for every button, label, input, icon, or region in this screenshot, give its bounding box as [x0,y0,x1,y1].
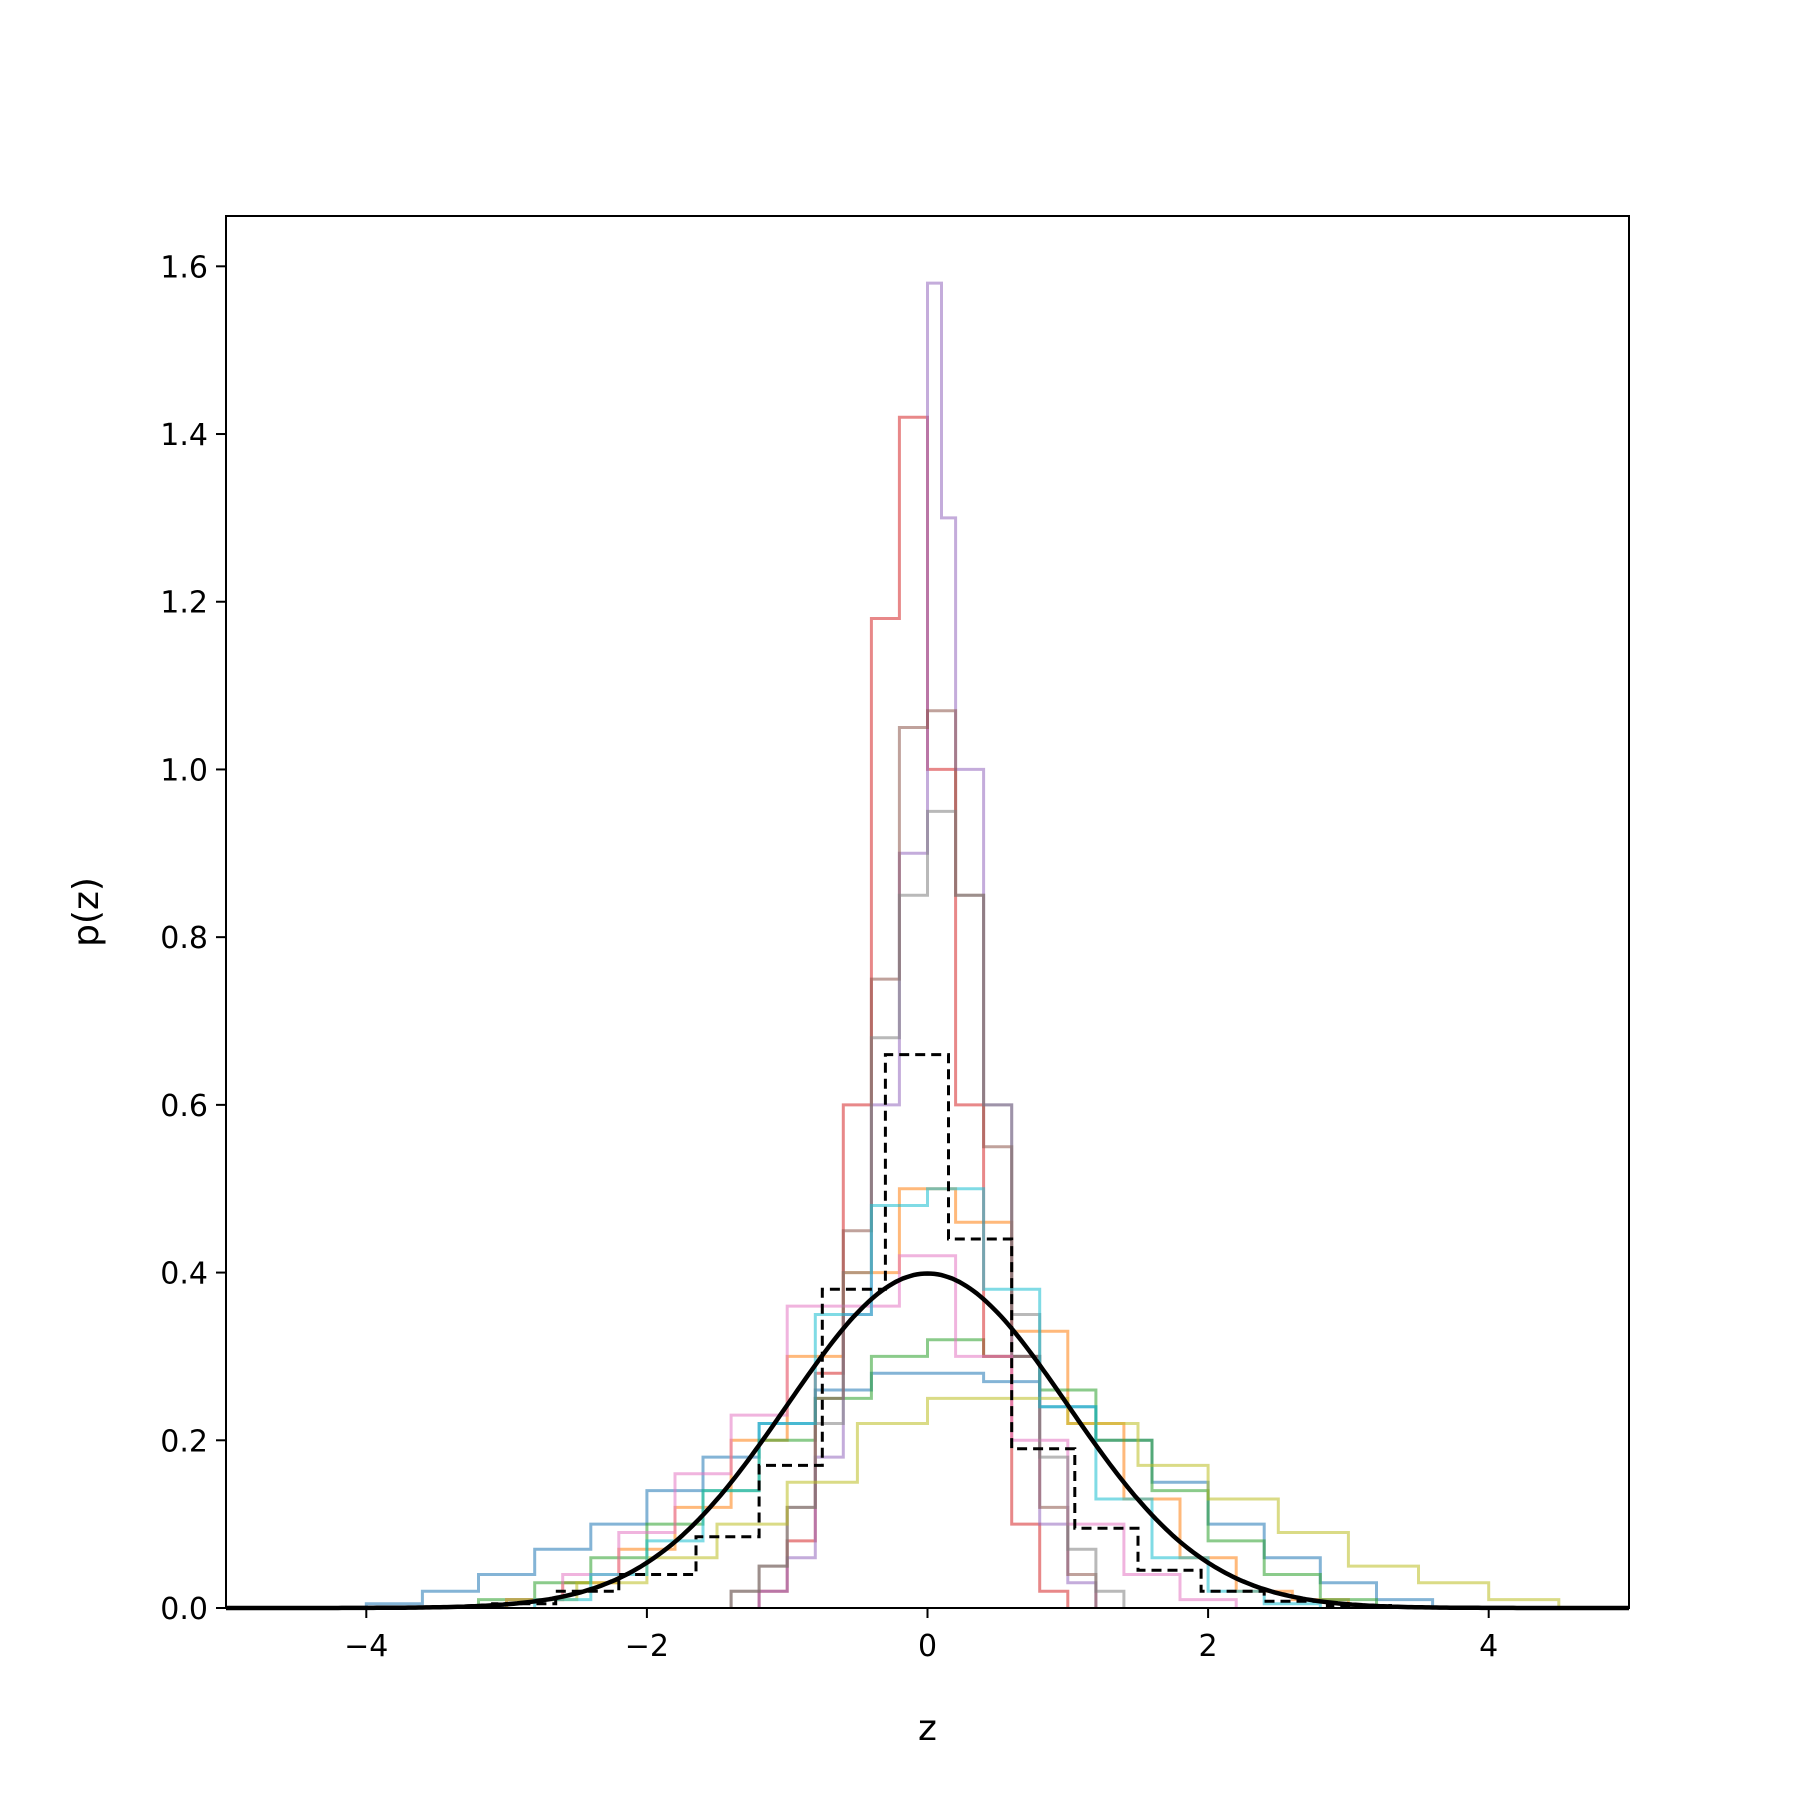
y-tick-label: 0.0 [160,1592,208,1627]
histogram-series-9 [505,1396,1561,1608]
x-tick-label: 2 [1199,1629,1218,1664]
y-tick-label: 1.4 [160,418,208,453]
y-axis-ticks: 0.0 0.2 0.4 0.6 0.8 1.0 1.2 1.4 1.6 [160,250,226,1627]
x-tick-label: −2 [625,1629,669,1664]
histogram-series-7 [505,1254,1238,1608]
reference-histogram [491,1053,1392,1608]
y-axis-label: p(z) [66,877,107,947]
y-tick-label: 1.0 [160,753,208,788]
y-tick-label: 0.6 [160,1089,208,1124]
normal-pdf-curve [226,1271,1629,1611]
histogram-series-1 [364,1371,1435,1608]
y-tick-label: 0.8 [160,921,208,956]
plot-frame [225,215,1630,1609]
x-axis-label: z [918,1708,937,1749]
y-tick-label: 0.4 [160,1257,208,1292]
histogram-series-8 [729,809,1126,1608]
histogram-series-3 [477,1338,1378,1608]
y-tick-label: 1.6 [160,250,208,285]
plot-area [226,281,1629,1611]
y-tick-label: 1.2 [160,586,208,621]
x-tick-label: 0 [918,1629,937,1664]
x-tick-label: −4 [344,1629,388,1664]
y-tick-label: 0.2 [160,1424,208,1459]
x-tick-label: 4 [1479,1629,1498,1664]
x-axis-ticks: −4 −2 0 2 4 [344,1608,1498,1664]
histogram-series-4 [757,415,1070,1608]
histogram-series-6 [729,709,1098,1608]
